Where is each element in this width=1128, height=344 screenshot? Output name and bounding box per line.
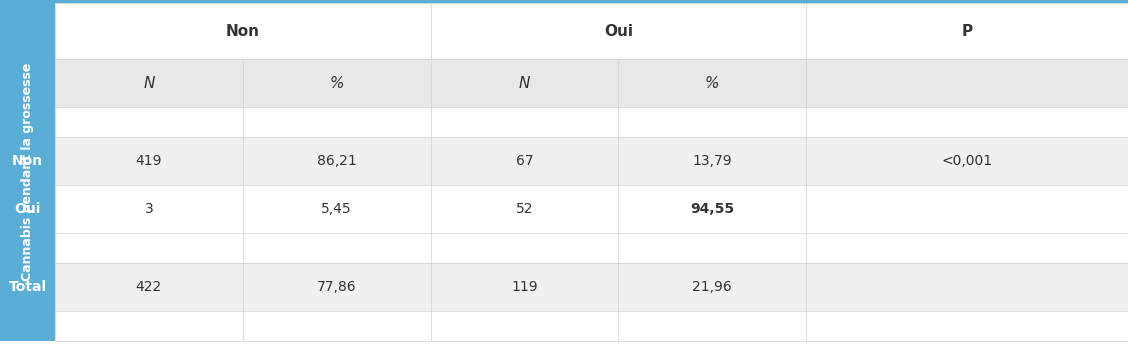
Bar xyxy=(431,3,807,59)
Text: 422: 422 xyxy=(135,280,162,294)
Bar xyxy=(55,107,243,137)
Bar xyxy=(243,59,431,107)
Bar xyxy=(431,137,618,185)
Bar xyxy=(618,107,807,137)
Text: 119: 119 xyxy=(511,280,538,294)
Text: 77,86: 77,86 xyxy=(317,280,356,294)
Text: N: N xyxy=(519,75,530,90)
Bar xyxy=(807,137,1128,185)
Bar xyxy=(55,185,243,233)
Bar xyxy=(431,263,618,311)
Text: 52: 52 xyxy=(515,202,534,216)
Bar xyxy=(807,107,1128,137)
Text: Non: Non xyxy=(12,154,43,168)
Text: 67: 67 xyxy=(515,154,534,168)
Bar xyxy=(431,107,618,137)
Text: 21,96: 21,96 xyxy=(693,280,732,294)
Text: 419: 419 xyxy=(135,154,162,168)
Bar xyxy=(618,311,807,341)
Text: 5,45: 5,45 xyxy=(321,202,352,216)
Text: Cannabis pendant la grossesse: Cannabis pendant la grossesse xyxy=(21,63,34,281)
Text: Total: Total xyxy=(8,280,46,294)
Text: Oui: Oui xyxy=(603,23,633,39)
Text: Non: Non xyxy=(226,23,259,39)
Bar xyxy=(807,263,1128,311)
Bar xyxy=(55,233,243,263)
Bar xyxy=(431,233,618,263)
Bar xyxy=(807,59,1128,107)
Text: <0,001: <0,001 xyxy=(942,154,993,168)
Text: N: N xyxy=(143,75,155,90)
Bar xyxy=(243,185,431,233)
Bar xyxy=(55,3,431,59)
Bar xyxy=(807,185,1128,233)
Bar xyxy=(55,59,243,107)
Bar xyxy=(243,137,431,185)
Bar xyxy=(618,59,807,107)
Bar xyxy=(431,185,618,233)
Bar xyxy=(243,107,431,137)
Bar xyxy=(618,137,807,185)
Text: P: P xyxy=(961,23,972,39)
Bar xyxy=(0,3,55,341)
Bar xyxy=(807,233,1128,263)
Bar xyxy=(618,185,807,233)
Text: 13,79: 13,79 xyxy=(693,154,732,168)
Bar xyxy=(0,0,1128,3)
Bar xyxy=(431,59,618,107)
Bar xyxy=(243,233,431,263)
Text: Oui: Oui xyxy=(15,202,41,216)
Text: 86,21: 86,21 xyxy=(317,154,356,168)
Bar xyxy=(243,263,431,311)
Bar xyxy=(55,263,243,311)
Bar xyxy=(243,311,431,341)
Bar xyxy=(55,311,243,341)
Bar xyxy=(618,233,807,263)
Bar xyxy=(55,137,243,185)
Text: 3: 3 xyxy=(144,202,153,216)
Bar xyxy=(618,263,807,311)
Bar xyxy=(807,311,1128,341)
Bar xyxy=(807,3,1128,59)
Text: %: % xyxy=(705,75,720,90)
Text: 94,55: 94,55 xyxy=(690,202,734,216)
Text: %: % xyxy=(329,75,344,90)
Bar xyxy=(431,311,618,341)
